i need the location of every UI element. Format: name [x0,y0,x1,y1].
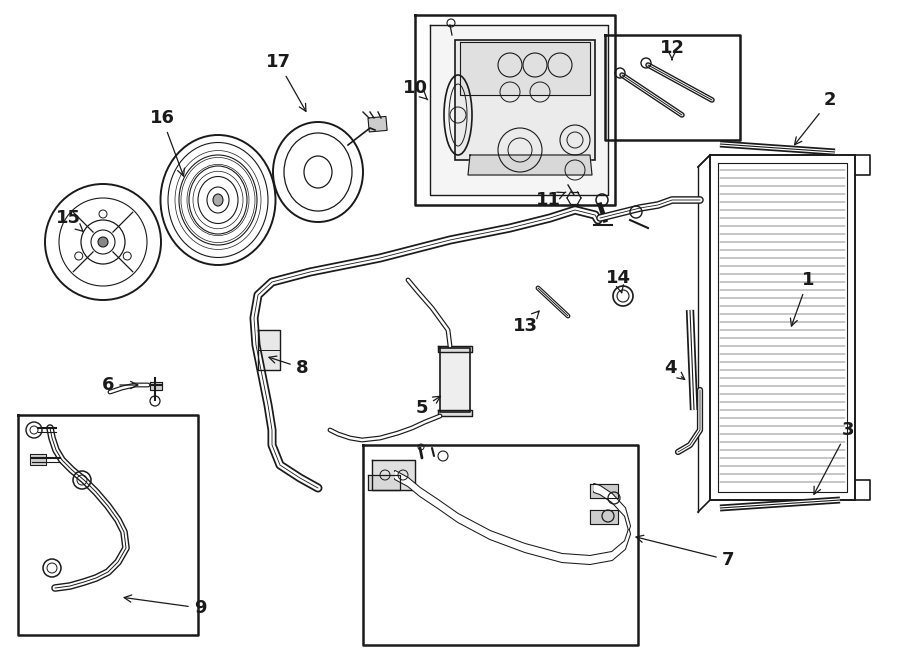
Text: 17: 17 [266,53,306,111]
Polygon shape [438,410,472,416]
Text: 10: 10 [402,79,428,100]
Ellipse shape [213,194,223,206]
Polygon shape [590,484,618,498]
Text: 12: 12 [660,39,685,59]
Polygon shape [258,330,280,370]
Text: 8: 8 [269,356,309,377]
Text: 3: 3 [814,421,854,494]
Text: 11: 11 [536,191,566,209]
Polygon shape [395,471,630,564]
Polygon shape [372,460,415,490]
Text: 9: 9 [124,595,206,617]
Polygon shape [440,348,470,412]
Text: 7: 7 [636,535,734,569]
Text: 13: 13 [512,311,539,335]
Text: 2: 2 [795,91,836,145]
Bar [455,40,595,160]
Text: 6: 6 [102,376,138,394]
Polygon shape [30,454,46,465]
Polygon shape [468,155,592,175]
Bar [368,116,387,132]
Polygon shape [590,510,618,524]
Polygon shape [460,42,590,95]
Polygon shape [368,475,400,490]
Polygon shape [150,382,162,390]
Polygon shape [430,25,608,195]
Text: 4: 4 [664,359,685,379]
Text: 16: 16 [149,109,184,176]
Text: 5: 5 [416,396,440,417]
Text: 1: 1 [790,271,815,326]
Text: 15: 15 [56,209,84,232]
Circle shape [98,237,108,247]
Text: 14: 14 [606,269,631,293]
Polygon shape [438,346,472,352]
